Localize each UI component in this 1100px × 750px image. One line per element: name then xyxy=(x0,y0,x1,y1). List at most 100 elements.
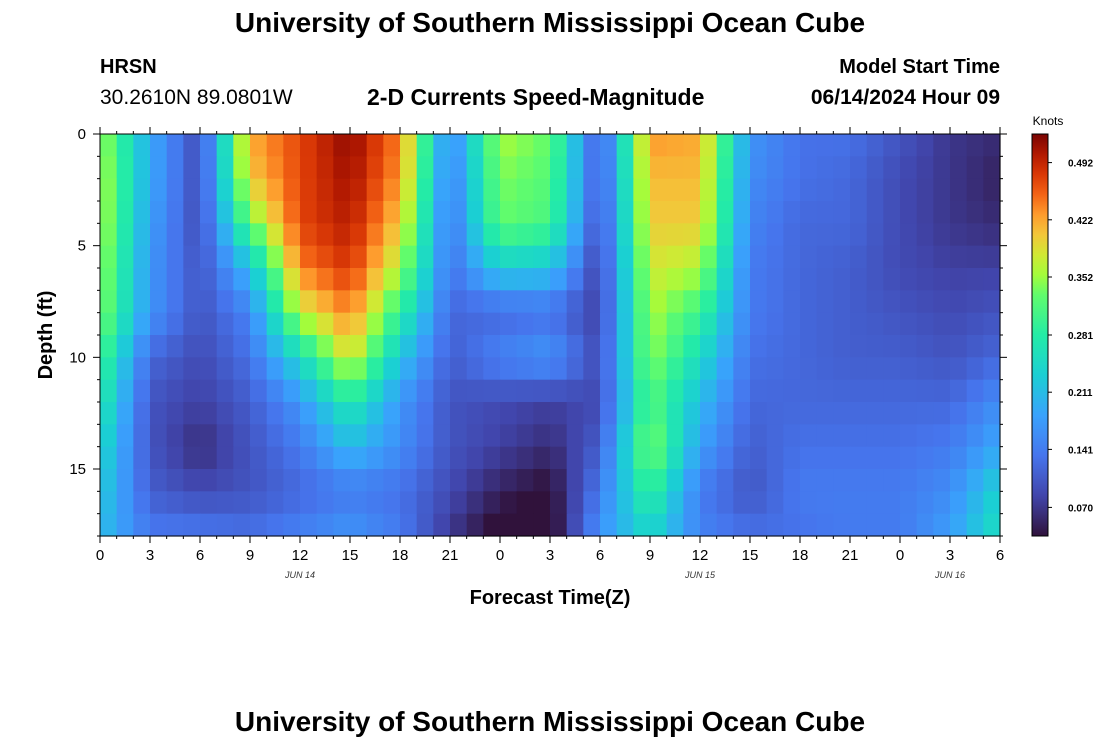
heatmap-cell xyxy=(600,424,618,448)
heatmap-cell xyxy=(500,491,518,515)
heatmap-cell xyxy=(916,178,934,202)
heatmap-cell xyxy=(183,402,201,425)
heatmap-cell xyxy=(533,402,551,425)
heatmap-cell xyxy=(350,268,368,291)
heatmap-cell xyxy=(233,379,251,403)
heatmap-cell xyxy=(516,513,534,537)
heatmap-cell xyxy=(133,178,151,202)
heatmap-cell xyxy=(383,335,401,358)
heatmap-cell xyxy=(566,290,584,314)
heatmap-cell xyxy=(616,446,634,470)
heatmap-cell xyxy=(516,402,534,425)
heatmap-cell xyxy=(683,402,701,425)
heatmap-cell xyxy=(766,446,784,470)
heatmap-cell xyxy=(850,424,868,448)
heatmap-cell xyxy=(216,357,234,381)
heatmap-cell xyxy=(616,201,634,224)
heatmap-cell xyxy=(750,357,768,381)
heatmap-cell xyxy=(533,513,551,537)
heatmap-cell xyxy=(150,201,168,224)
heatmap-cell xyxy=(483,402,501,425)
heatmap-cell xyxy=(700,335,718,358)
heatmap-cell xyxy=(133,290,151,314)
heatmap-cell xyxy=(833,513,851,537)
model-start-time: 06/14/2024 Hour 09 xyxy=(810,86,1000,109)
heatmap-cell xyxy=(300,357,318,381)
heatmap-cell xyxy=(750,201,768,224)
heatmap-cell xyxy=(583,268,601,291)
heatmap-cell xyxy=(133,268,151,291)
heatmap-cell xyxy=(266,402,284,425)
heatmap-cell xyxy=(100,156,118,180)
x-axis-title: Forecast Time(Z) xyxy=(470,587,631,609)
heatmap-cell xyxy=(766,134,784,157)
heatmap-cell xyxy=(466,513,484,537)
heatmap-cell xyxy=(866,335,884,358)
heatmap-cell xyxy=(283,156,301,180)
colorbar-tick-label: 0.070 xyxy=(1068,503,1093,514)
heatmap-cell xyxy=(533,491,551,515)
heatmap-cell xyxy=(716,201,734,224)
heatmap-cell xyxy=(316,245,334,269)
heatmap-cell xyxy=(116,357,134,381)
heatmap-cell xyxy=(233,223,251,247)
heatmap-cell xyxy=(733,402,751,425)
heatmap-cell xyxy=(550,134,568,157)
heatmap-cell xyxy=(900,357,918,381)
heatmap-cell xyxy=(616,335,634,358)
heatmap-cell xyxy=(883,402,901,425)
heatmap-cell xyxy=(883,134,901,157)
heatmap-cell xyxy=(333,156,351,180)
x-tick-label: 15 xyxy=(742,547,759,564)
heatmap-cell xyxy=(100,446,118,470)
heatmap-cell xyxy=(716,134,734,157)
heatmap-cell xyxy=(466,469,484,492)
heatmap-cell xyxy=(683,446,701,470)
heatmap-cell xyxy=(233,357,251,381)
heatmap-cell xyxy=(850,156,868,180)
heatmap-cell xyxy=(316,491,334,515)
heatmap-cell xyxy=(100,402,118,425)
heatmap-cell xyxy=(983,312,1001,336)
heatmap-cell xyxy=(850,223,868,247)
heatmap-cell xyxy=(300,312,318,336)
heatmap-cell xyxy=(733,156,751,180)
heatmap-cell xyxy=(983,513,1001,537)
heatmap-cell xyxy=(883,245,901,269)
heatmap-cell xyxy=(666,446,684,470)
heatmap-cell xyxy=(300,201,318,224)
heatmap-cell xyxy=(966,491,984,515)
heatmap-cell xyxy=(183,424,201,448)
heatmap-cell xyxy=(200,513,218,537)
heatmap-cell xyxy=(716,312,734,336)
heatmap-cell xyxy=(716,402,734,425)
heatmap-cell xyxy=(233,513,251,537)
heatmap-cell xyxy=(933,446,951,470)
heatmap-cell xyxy=(733,446,751,470)
date-label: JUN 16 xyxy=(934,570,965,580)
heatmap-cell xyxy=(150,379,168,403)
heatmap-cell xyxy=(416,357,434,381)
heatmap-cell xyxy=(166,134,184,157)
heatmap-cell xyxy=(483,223,501,247)
heatmap-cell xyxy=(100,223,118,247)
heatmap-cell xyxy=(416,178,434,202)
heatmap-cell xyxy=(766,245,784,269)
heatmap-cell xyxy=(350,446,368,470)
heatmap-cell xyxy=(616,178,634,202)
heatmap-cell xyxy=(533,156,551,180)
heatmap-cell xyxy=(250,290,268,314)
heatmap-cell xyxy=(966,379,984,403)
heatmap-cell xyxy=(433,335,451,358)
heatmap-cell xyxy=(300,156,318,180)
heatmap-cell xyxy=(783,312,801,336)
heatmap-cell xyxy=(516,178,534,202)
heatmap-cell xyxy=(783,178,801,202)
heatmap-cell xyxy=(883,491,901,515)
heatmap-cell xyxy=(500,245,518,269)
heatmap-cell xyxy=(966,223,984,247)
heatmap-cell xyxy=(466,491,484,515)
heatmap-cell xyxy=(766,379,784,403)
heatmap-cell xyxy=(150,357,168,381)
heatmap-cell xyxy=(366,245,384,269)
